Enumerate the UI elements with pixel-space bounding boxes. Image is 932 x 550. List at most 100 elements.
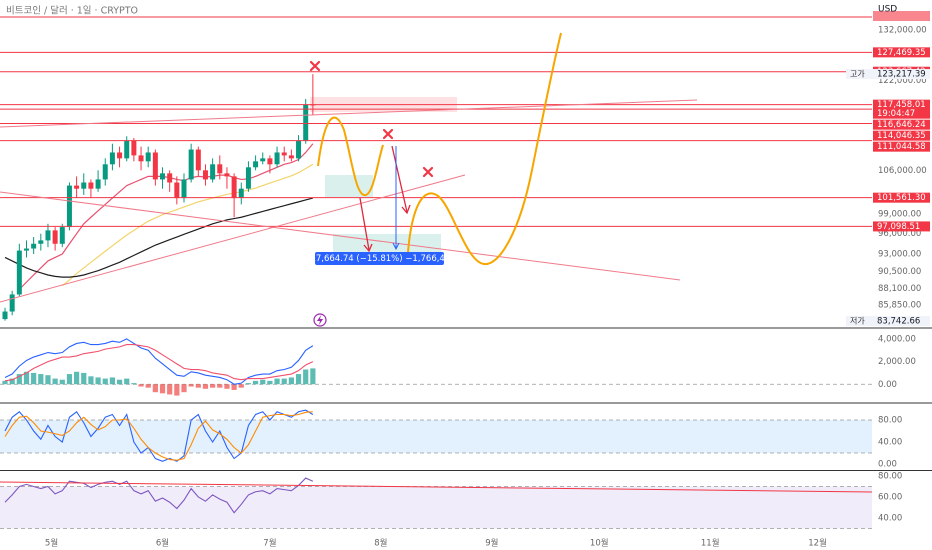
arrow — [391, 145, 408, 213]
histogram-bar — [131, 383, 137, 385]
level-tag — [873, 11, 930, 21]
histogram-bar — [159, 384, 166, 394]
histogram-bar — [9, 378, 15, 385]
event-icon[interactable] — [313, 313, 327, 327]
candle-body — [296, 140, 302, 159]
candle-body — [181, 179, 187, 199]
candle-body — [202, 170, 208, 180]
histogram-bar — [252, 380, 259, 385]
x-tick-label: 12월 — [808, 538, 827, 549]
candle-body — [95, 179, 101, 189]
candle-body — [174, 182, 180, 199]
candle-body — [224, 173, 230, 177]
candle-body — [31, 243, 37, 249]
histogram-bar — [16, 374, 22, 385]
candle-body — [45, 230, 51, 241]
currency: USD — [878, 5, 897, 15]
y-tick-label: 96,000.00 — [878, 229, 921, 239]
y-tick-label: 80.00 — [878, 416, 902, 426]
candle-body — [23, 248, 29, 251]
candle-body — [52, 230, 58, 244]
level-tag — [873, 99, 930, 119]
measure-label: −17,664.74 (−15.81%) −1,766,474 — [303, 254, 455, 264]
candle-body — [88, 182, 94, 189]
candle-body — [66, 185, 72, 228]
y-tick-label: 2,000.00 — [878, 357, 916, 367]
arrow — [359, 197, 370, 251]
histogram-bar — [102, 378, 108, 385]
histogram-bar — [310, 368, 316, 385]
histogram-bar — [23, 371, 30, 385]
candle-body — [288, 155, 294, 159]
level-tag — [873, 141, 930, 152]
histogram-bar — [238, 384, 244, 388]
level-label: 116,646.24 — [877, 120, 926, 130]
moving-average — [4, 197, 314, 278]
arrow-head — [401, 204, 411, 215]
event-icon-bolt — [317, 315, 323, 325]
candle-body — [167, 173, 173, 183]
y-tick-label: 99,000.00 — [878, 210, 921, 220]
level-tag — [873, 221, 930, 232]
histogram-bar — [59, 379, 65, 385]
x-marks — [309, 60, 434, 178]
support-zone — [325, 175, 373, 197]
x-tick-label: 6월 — [156, 538, 169, 549]
histogram-bar — [109, 377, 116, 385]
histogram-bar — [231, 384, 237, 390]
candle-body — [217, 164, 223, 174]
y-tick-label: 60.00 — [878, 492, 902, 502]
trend-line — [0, 481, 873, 493]
level-label: 117,458.01 — [877, 100, 926, 110]
candle-body — [281, 152, 287, 156]
histogram-bar — [138, 384, 144, 387]
x-tick-label: 9월 — [485, 538, 498, 549]
y-tick-label: 4,000.00 — [878, 334, 916, 344]
y-tick-label: 80.00 — [878, 471, 902, 481]
low-tag: 저가 — [850, 317, 865, 326]
candle-body — [152, 152, 158, 180]
histogram-bar — [167, 384, 173, 395]
histogram-bar — [288, 377, 294, 385]
high-tag-box — [846, 69, 930, 80]
macd-line — [4, 338, 314, 385]
candle-body — [188, 149, 194, 180]
histogram-bar — [195, 384, 201, 388]
y-tick-label: 122,000.00 — [878, 76, 927, 86]
low-tag-box — [846, 316, 930, 327]
candle-body — [74, 185, 80, 189]
histogram-bar — [217, 384, 223, 388]
drawings: −17,664.74 (−15.81%) −1,766,474 — [0, 32, 873, 493]
projection-path — [407, 32, 562, 266]
candle-body — [2, 311, 8, 320]
histogram-bar — [81, 372, 87, 385]
candle-body — [267, 158, 273, 165]
x-tick-label: 5월 — [45, 538, 58, 549]
candle-body — [131, 140, 137, 156]
histogram-bar — [45, 375, 51, 385]
histogram-bar — [174, 384, 180, 396]
candle-body — [195, 149, 201, 171]
candle-body — [138, 155, 144, 162]
stoch-line — [4, 411, 313, 461]
data-layer — [0, 51, 872, 529]
histogram-bar — [181, 384, 187, 393]
level-tag — [873, 130, 930, 141]
trend-line — [0, 174, 466, 303]
candle-body — [117, 152, 123, 159]
y-tick-label: 0.00 — [878, 460, 897, 470]
histogram-bar — [95, 377, 101, 385]
candle-body — [245, 167, 251, 189]
high-tag: 고가 — [850, 70, 865, 79]
y-tick-label: 85,850.00 — [878, 301, 921, 311]
histogram-bar — [31, 372, 37, 385]
histogram-bar — [74, 371, 80, 385]
y-tick-label: 132,000.00 — [878, 26, 927, 36]
histogram-bar — [210, 384, 216, 388]
rsi-line — [4, 477, 314, 514]
y-tick-label: 93,000.00 — [878, 250, 921, 260]
level-label: 101,561.30 — [877, 193, 926, 203]
arrow-head — [392, 242, 400, 251]
histogram-bar — [116, 379, 123, 385]
band-fill — [0, 486, 872, 529]
